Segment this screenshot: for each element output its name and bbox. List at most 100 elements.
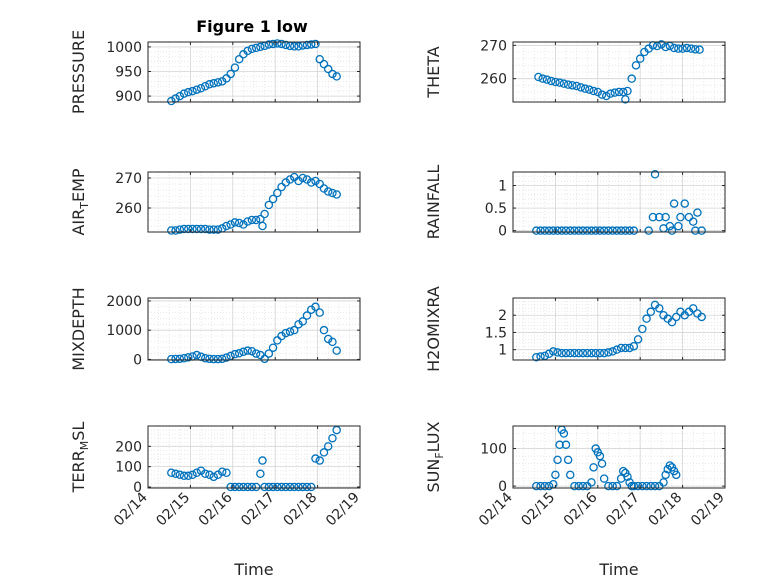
y-tick-label: 0.5 — [485, 201, 507, 217]
data-point — [239, 347, 248, 357]
y-tick-label: 1.5 — [485, 325, 507, 341]
data-point — [599, 474, 609, 483]
data-point — [226, 69, 235, 79]
data-point — [551, 77, 560, 87]
y-tick-label: 100 — [480, 442, 507, 458]
data-point — [268, 39, 278, 49]
data-point — [578, 226, 588, 235]
data-point — [674, 44, 683, 53]
subplot-5: 1 1.52 H2OMIXRA — [424, 286, 726, 372]
y-tick-label: 1 — [498, 343, 507, 359]
data-point — [328, 188, 337, 198]
data-point — [230, 63, 240, 72]
data-point — [192, 468, 202, 478]
data-point — [589, 86, 598, 96]
data-point — [555, 78, 564, 87]
data-point — [184, 471, 193, 481]
data-point — [570, 481, 579, 491]
y-axis-label: THETA — [424, 46, 443, 98]
data-point — [633, 481, 643, 491]
data-point — [635, 54, 645, 63]
data-point — [576, 83, 586, 92]
data-point — [247, 215, 257, 225]
data-point — [612, 481, 622, 491]
data-point — [200, 469, 210, 479]
data-point — [538, 74, 547, 83]
y-tick-label: 0 — [133, 352, 142, 368]
data-point — [618, 466, 628, 476]
data-point — [629, 341, 639, 351]
data-point — [234, 54, 244, 64]
data-point — [642, 314, 651, 323]
data-point — [544, 349, 554, 359]
data-point — [614, 87, 624, 97]
data-point — [621, 226, 630, 235]
y-tick-label: 0 — [498, 224, 507, 240]
axes-box — [512, 425, 726, 489]
data-point — [604, 481, 613, 491]
data-point — [332, 346, 341, 355]
data-point — [192, 85, 202, 94]
data-point — [230, 218, 240, 227]
data-point — [167, 96, 176, 106]
data-point — [205, 80, 214, 89]
data-point — [222, 221, 231, 231]
data-point — [260, 354, 269, 364]
data-point — [285, 482, 295, 492]
data-point — [570, 226, 579, 235]
data-point — [188, 470, 197, 480]
data-point — [277, 39, 286, 49]
data-point — [595, 451, 605, 461]
data-point — [661, 42, 670, 52]
data-point — [585, 85, 594, 94]
data-point — [597, 90, 607, 99]
data-point — [315, 179, 324, 189]
data-point — [328, 337, 337, 347]
data-point — [582, 348, 592, 358]
data-point — [234, 482, 244, 492]
data-point — [264, 200, 274, 210]
data-point — [580, 84, 590, 93]
data-point — [167, 354, 176, 364]
data-point — [587, 478, 596, 487]
data-point — [205, 470, 214, 480]
y-tick-label: 2 — [498, 308, 507, 324]
data-point — [222, 74, 231, 83]
data-point — [226, 220, 235, 229]
data-point — [222, 468, 231, 478]
data-point — [328, 69, 337, 79]
y-tick-label: 270 — [480, 38, 507, 54]
data-point — [574, 481, 583, 491]
y-axis-label: H2OMIXRA — [424, 286, 443, 372]
y-tick-label: 270 — [115, 171, 142, 187]
data-point — [243, 217, 252, 226]
data-point — [536, 481, 545, 491]
data-point — [251, 349, 261, 358]
data-point — [175, 470, 185, 480]
data-point — [175, 354, 185, 364]
x-axis-label: Time — [598, 560, 638, 579]
data-point — [665, 221, 675, 231]
data-point — [549, 226, 558, 235]
data-point — [226, 482, 235, 492]
data-point — [655, 304, 664, 313]
data-point — [273, 39, 282, 48]
data-point — [593, 87, 603, 97]
data-point — [625, 226, 634, 235]
data-point — [616, 226, 626, 235]
axes-box — [512, 41, 726, 103]
data-point — [688, 217, 698, 226]
data-point — [251, 482, 261, 492]
data-point — [264, 482, 274, 492]
data-point — [568, 81, 577, 90]
data-point — [532, 352, 541, 362]
data-point — [591, 348, 600, 358]
data-point — [602, 91, 611, 101]
data-point — [578, 348, 588, 358]
data-point — [608, 347, 617, 356]
data-point — [332, 72, 341, 81]
data-point — [175, 225, 185, 234]
data-point — [574, 348, 583, 358]
data-point — [179, 89, 189, 98]
data-point — [553, 226, 562, 235]
